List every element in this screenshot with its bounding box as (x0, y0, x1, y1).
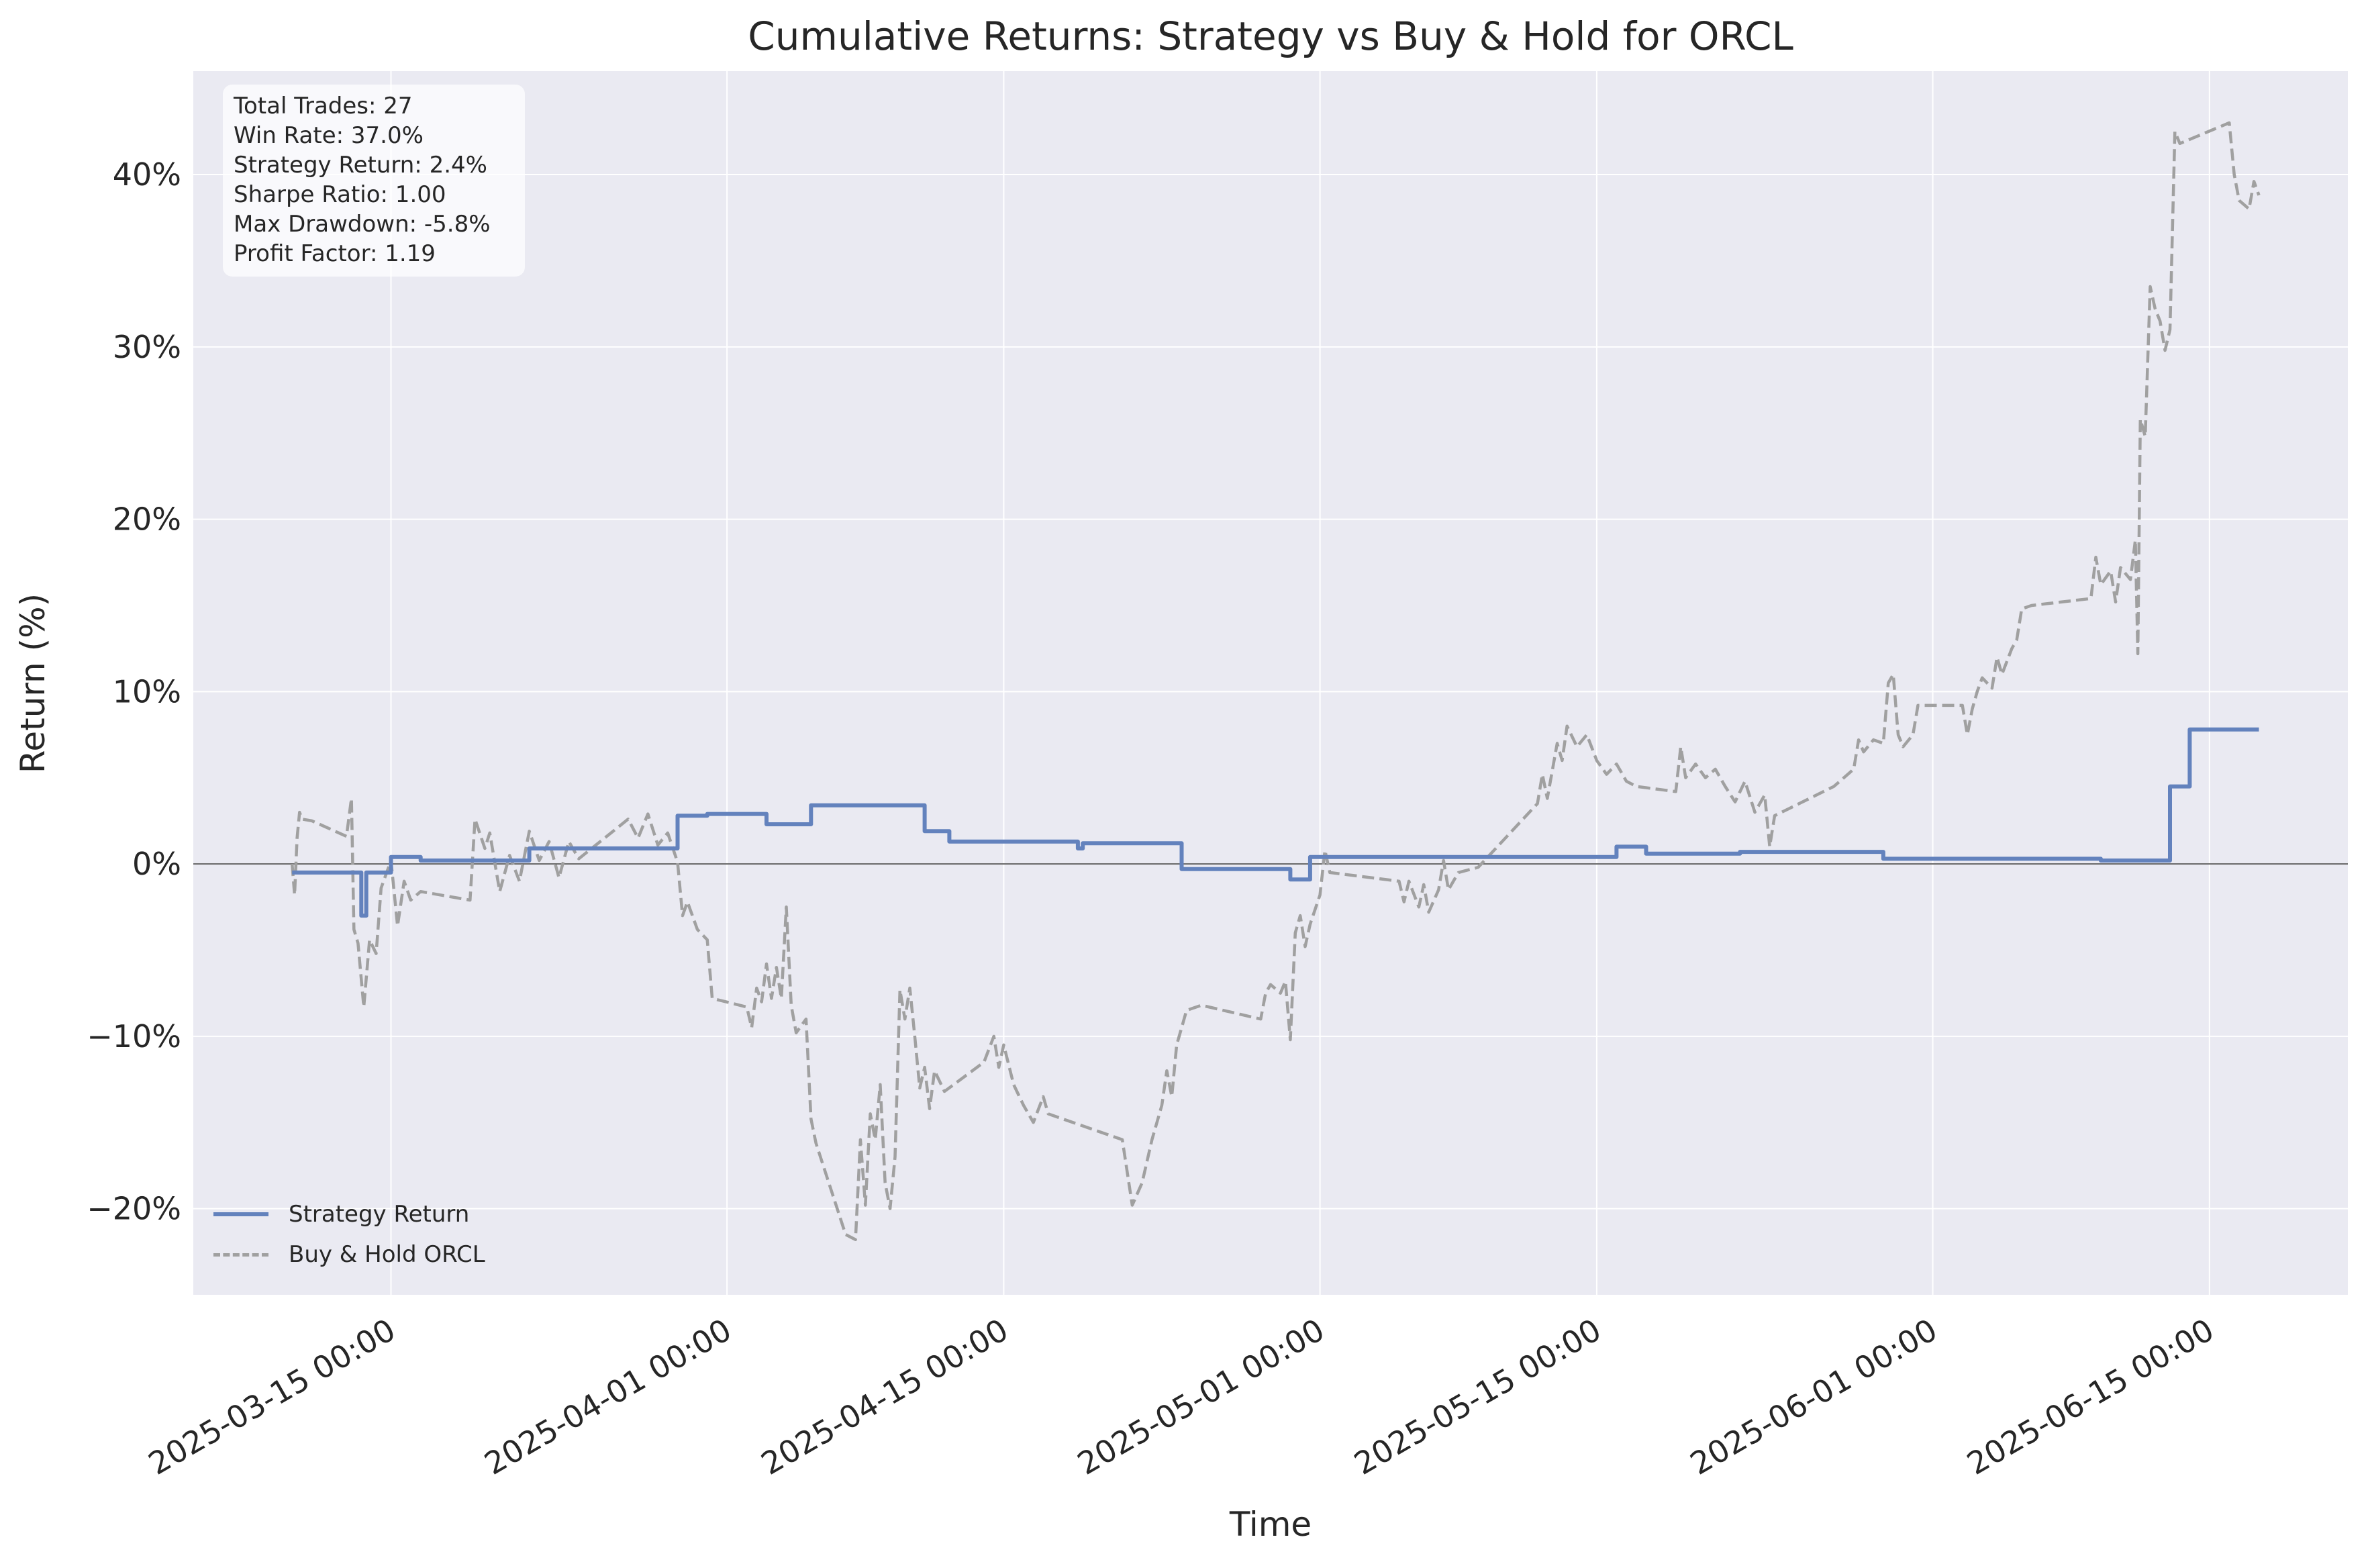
x-tick-label: 2025-04-01 00:00 (479, 1312, 738, 1482)
x-ticks: 2025-03-15 00:00 2025-04-01 00:00 2025-04-… (142, 1312, 2220, 1482)
y-tick-label: 20% (113, 501, 181, 538)
y-tick-label: 40% (113, 156, 181, 193)
plot-area (193, 71, 2348, 1295)
x-tick-label: 2025-04-15 00:00 (755, 1312, 1014, 1482)
y-tick-label: −10% (87, 1018, 181, 1055)
strategy-return-line (292, 727, 2259, 918)
legend-label-strategy: Strategy Return (289, 1201, 470, 1228)
buy-hold-line (290, 121, 2261, 1242)
x-axis-label: Time (1229, 1505, 1312, 1544)
y-tick-label: 0% (132, 846, 181, 882)
x-tick-label: 2025-03-15 00:00 (142, 1312, 401, 1482)
series-layer (290, 121, 2261, 1242)
legend-swatch-strategy (213, 1212, 268, 1216)
stat-sharpe-ratio: Sharpe Ratio: 1.00 (234, 181, 446, 208)
chart-title: Cumulative Returns: Strategy vs Buy & Ho… (748, 13, 1793, 59)
x-tick-label: 2025-05-15 00:00 (1348, 1312, 1607, 1482)
y-tick-label: 30% (113, 329, 181, 365)
legend-item-buy-hold: Buy & Hold ORCL (201, 1234, 485, 1275)
stat-total-trades: Total Trades: 27 (234, 93, 413, 119)
y-axis-label: Return (%) (13, 593, 52, 773)
x-tick-label: 2025-06-01 00:00 (1684, 1312, 1943, 1482)
y-tick-label: −20% (87, 1191, 181, 1227)
stat-win-rate: Win Rate: 37.0% (234, 122, 424, 149)
stat-max-drawdown: Max Drawdown: -5.8% (234, 211, 491, 238)
stat-strategy-return: Strategy Return: 2.4% (234, 152, 487, 179)
x-tick-label: 2025-06-15 00:00 (1961, 1312, 2220, 1482)
legend-label-buy-hold: Buy & Hold ORCL (289, 1241, 485, 1268)
stat-profit-factor: Profit Factor: 1.19 (234, 240, 436, 267)
legend: Strategy Return Buy & Hold ORCL (201, 1191, 550, 1279)
y-tick-label: 10% (113, 673, 181, 709)
legend-item-strategy: Strategy Return (201, 1194, 469, 1234)
x-tick-label: 2025-05-01 00:00 (1071, 1312, 1330, 1482)
stats-box: Total Trades: 27 Win Rate: 37.0% Strateg… (223, 85, 525, 277)
y-ticks: −20% −10% 0% 10% 20% 30% 40% (87, 156, 181, 1227)
legend-swatch-buy-hold (213, 1253, 268, 1257)
